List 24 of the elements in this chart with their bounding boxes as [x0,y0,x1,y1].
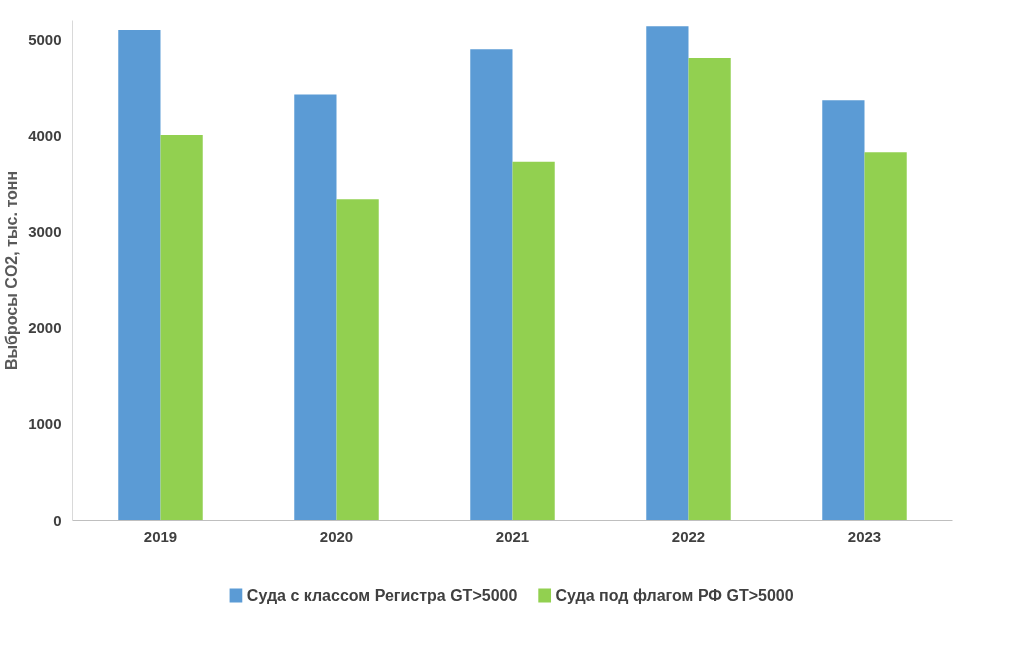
bar [646,26,689,521]
bar [160,134,203,521]
y-tick-label: 5000 [28,30,62,48]
y-tick-label: 0 [53,511,62,529]
x-tick-label: 2023 [847,527,882,545]
y-tick-label: 1000 [28,415,62,433]
y-tick-label: 3000 [28,223,62,241]
x-tick-label: 2020 [319,527,354,545]
bar [864,152,907,521]
bar [470,49,513,521]
bar [512,161,555,521]
bar [294,94,337,521]
y-tick-label: 2000 [28,319,62,337]
bar [336,199,379,521]
bar [688,58,731,521]
legend-label: Суда с классом Регистра GT>5000 [246,587,518,604]
bar [118,30,161,521]
y-tick-label: 4000 [28,126,62,144]
y-axis-title: Выбросы CO2, тыс. тонн [3,170,21,371]
x-tick-label: 2022 [671,527,706,545]
legend-label: Суда под флагом РФ GT>5000 [555,587,794,604]
x-tick-label: 2019 [143,527,178,545]
bar [822,100,865,521]
x-tick-label: 2021 [495,527,530,545]
